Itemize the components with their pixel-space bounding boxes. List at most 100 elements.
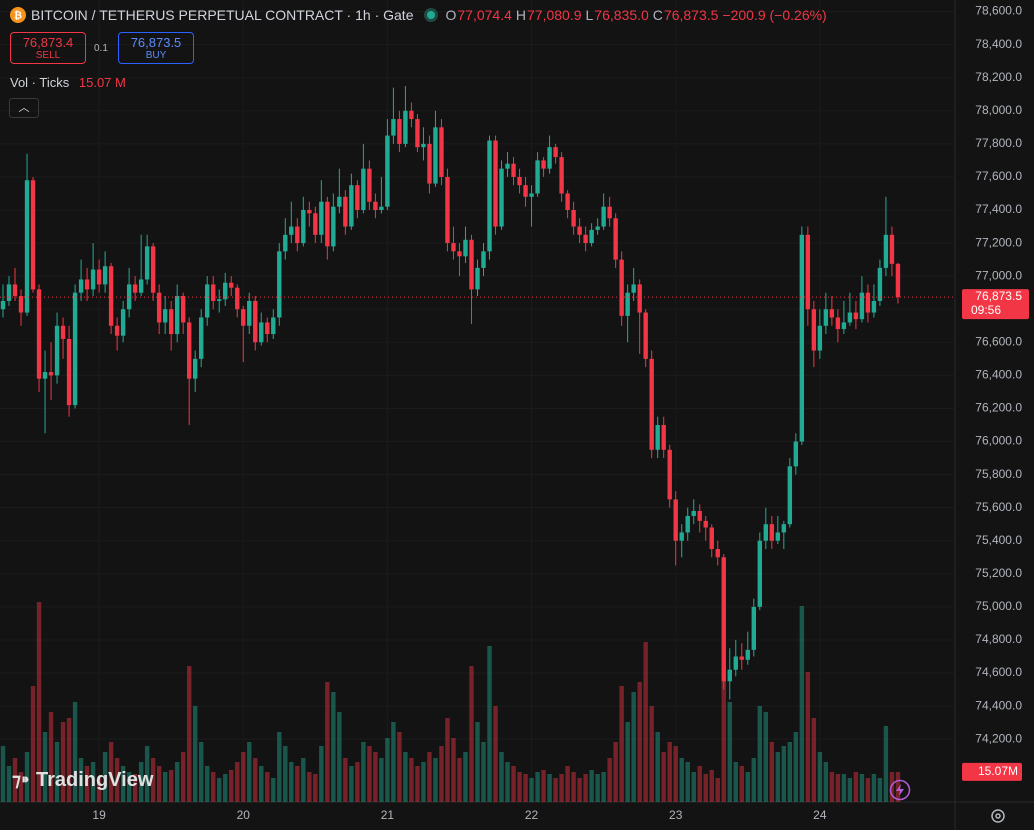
candle-body bbox=[307, 210, 312, 214]
buy-button[interactable]: 76,873.5 BUY bbox=[118, 32, 194, 64]
candle-body bbox=[325, 201, 330, 247]
candle-body bbox=[571, 210, 576, 227]
volume-bar bbox=[391, 722, 396, 802]
candle-body bbox=[90, 269, 96, 290]
candle-body bbox=[385, 135, 390, 207]
candle-body bbox=[805, 234, 811, 310]
candle-body bbox=[589, 229, 594, 244]
candle-body bbox=[253, 300, 258, 343]
volume-bar bbox=[307, 772, 312, 802]
volume-bar bbox=[559, 774, 564, 802]
y-tick-label: 78,200.0 bbox=[975, 70, 1022, 84]
y-tick-label: 74,600.0 bbox=[975, 665, 1022, 679]
volume-bar bbox=[595, 774, 600, 802]
volume-bar bbox=[721, 662, 726, 802]
volume-bar bbox=[703, 774, 708, 802]
candle-body bbox=[553, 147, 558, 158]
volume-bar bbox=[583, 774, 588, 802]
y-tick-label: 75,400.0 bbox=[975, 533, 1022, 547]
x-tick-label: 22 bbox=[525, 808, 539, 822]
volume-bar bbox=[637, 682, 642, 802]
candle-body bbox=[30, 180, 36, 290]
volume-bar bbox=[247, 742, 252, 802]
volume-bar bbox=[505, 762, 510, 802]
x-tick-label: 19 bbox=[92, 808, 106, 822]
volume-bar bbox=[667, 742, 672, 802]
candle-body bbox=[865, 292, 871, 313]
volume-bar bbox=[156, 766, 162, 802]
volume-bar bbox=[72, 702, 78, 802]
volume-bar bbox=[859, 774, 865, 802]
y-tick-label: 78,400.0 bbox=[975, 37, 1022, 51]
sell-button[interactable]: 76,873.4 SELL bbox=[10, 32, 86, 64]
volume-bar bbox=[373, 752, 378, 802]
settings-icon[interactable] bbox=[990, 808, 1006, 824]
candle-body bbox=[463, 239, 468, 257]
volume-bar bbox=[571, 772, 576, 802]
volume-bar bbox=[589, 770, 594, 802]
ohlc-key: O bbox=[445, 7, 457, 23]
volume-bar bbox=[625, 722, 630, 802]
candle-body bbox=[619, 259, 624, 316]
candle-body bbox=[241, 309, 246, 326]
candle-body bbox=[685, 515, 690, 533]
volume-bar bbox=[174, 762, 180, 802]
volume-bar bbox=[781, 746, 787, 802]
candle-body bbox=[78, 279, 84, 293]
volume-bar bbox=[673, 746, 678, 802]
candle-body bbox=[703, 520, 708, 528]
candles bbox=[0, 85, 901, 700]
y-tick-label: 76,600.0 bbox=[975, 334, 1022, 348]
volume-bar bbox=[295, 766, 300, 802]
volume-bar bbox=[349, 766, 354, 802]
y-tick-label: 77,200.0 bbox=[975, 235, 1022, 249]
volume-bar bbox=[42, 732, 48, 802]
candle-body bbox=[72, 292, 78, 406]
lightning-icon[interactable] bbox=[889, 779, 911, 801]
volume-bar bbox=[355, 762, 360, 802]
volume-bar bbox=[0, 746, 6, 802]
collapse-button[interactable]: ︿ bbox=[9, 98, 39, 118]
y-tick-label: 74,200.0 bbox=[975, 731, 1022, 745]
candle-body bbox=[397, 119, 402, 144]
volume-bar bbox=[78, 758, 84, 802]
candle-body bbox=[361, 168, 366, 211]
candle-body bbox=[637, 284, 642, 313]
volume-bar bbox=[235, 762, 240, 802]
indicator-name: Vol · Ticks bbox=[10, 75, 70, 90]
candle-body bbox=[523, 185, 528, 197]
candle-body bbox=[697, 510, 702, 521]
candle-body bbox=[565, 193, 570, 211]
candle-body bbox=[144, 246, 150, 280]
volume-bar bbox=[289, 762, 294, 802]
volume-bar bbox=[529, 778, 534, 802]
candle-body bbox=[895, 263, 901, 298]
volume-bar bbox=[709, 770, 714, 802]
volume-bars bbox=[0, 602, 901, 802]
y-tick-label: 75,000.0 bbox=[975, 599, 1022, 613]
y-tick-label: 77,400.0 bbox=[975, 202, 1022, 216]
candle-body bbox=[0, 300, 6, 310]
candle-body bbox=[84, 279, 90, 290]
ohlc-key: C bbox=[652, 7, 663, 23]
volume-bar bbox=[871, 774, 877, 802]
candle-body bbox=[691, 510, 696, 516]
volume-bar bbox=[120, 766, 126, 802]
candle-body bbox=[331, 206, 336, 247]
volume-bar bbox=[421, 762, 426, 802]
volume-bar bbox=[241, 752, 246, 802]
volume-bar bbox=[385, 738, 390, 802]
volume-bar bbox=[487, 646, 492, 802]
candle-body bbox=[475, 267, 480, 290]
candle-body bbox=[649, 358, 654, 450]
candle-body bbox=[247, 300, 252, 326]
volume-bar bbox=[433, 758, 438, 802]
volume-bar bbox=[54, 742, 60, 802]
volume-bar bbox=[619, 686, 624, 802]
volume-bar bbox=[367, 746, 372, 802]
volume-bar bbox=[481, 742, 486, 802]
volume-bar bbox=[60, 722, 66, 802]
candle-body bbox=[511, 163, 516, 177]
candle-body bbox=[193, 358, 198, 379]
